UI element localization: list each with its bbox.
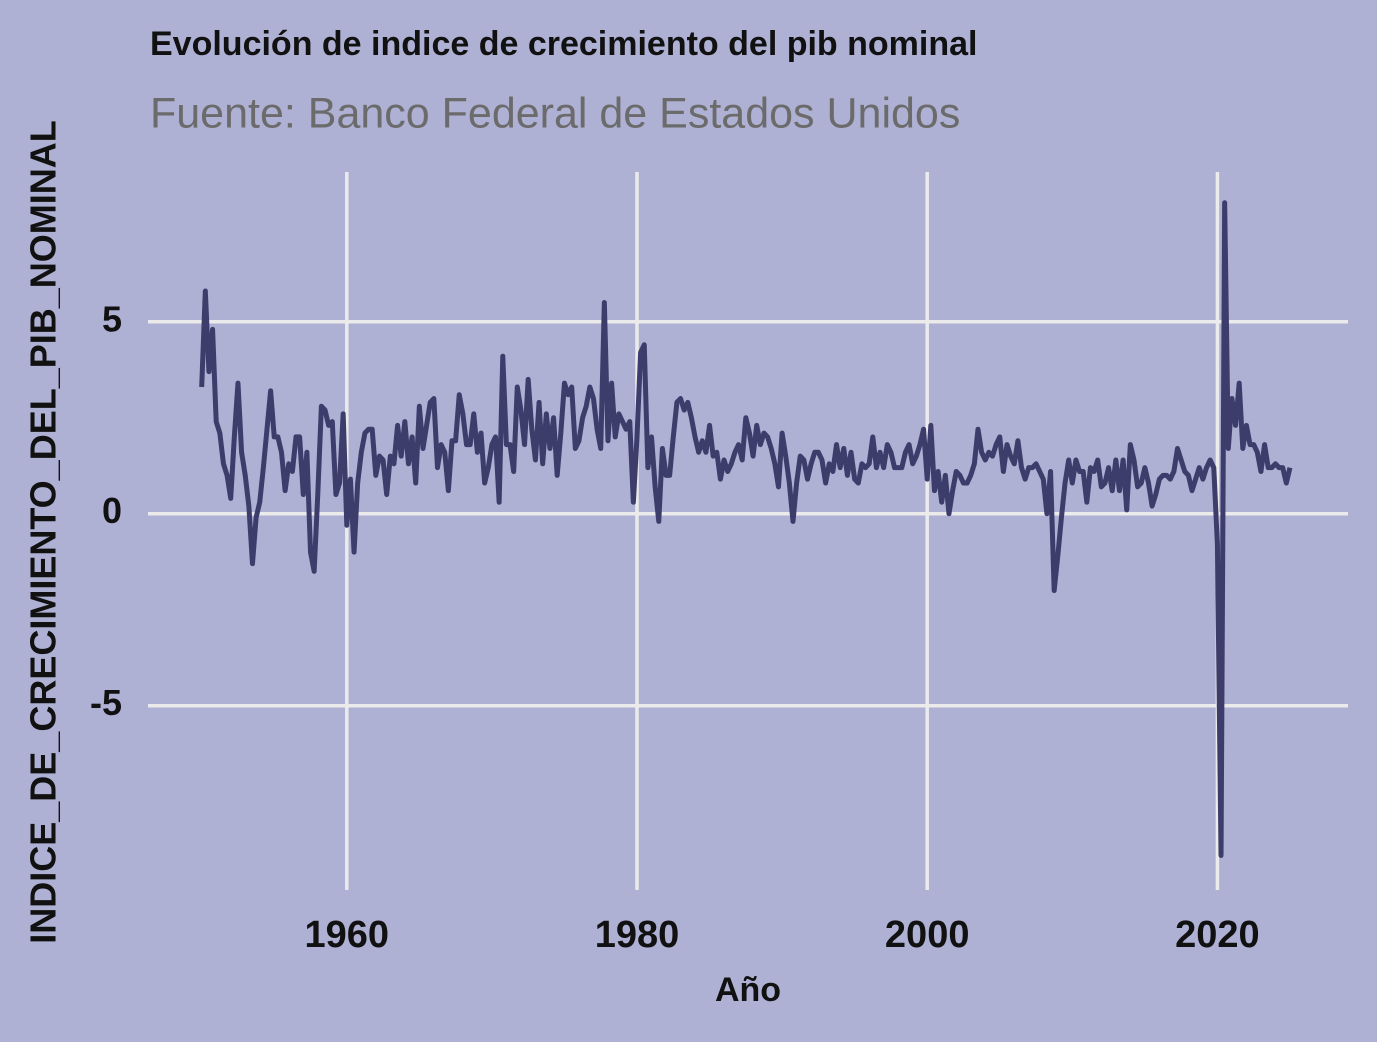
y-axis-label: INDICE_DE_CRECIMIENTO_DEL_PIB_NOMINAL xyxy=(23,120,64,943)
x-tick-label: 1980 xyxy=(595,914,680,956)
chart-subtitle: Fuente: Banco Federal de Estados Unidos xyxy=(150,89,960,137)
x-tick-label: 1960 xyxy=(305,914,390,956)
y-tick-label: -5 xyxy=(90,682,122,723)
y-tick-label: 5 xyxy=(102,298,122,339)
x-tick-label: 2000 xyxy=(885,914,970,956)
data-line xyxy=(199,200,1293,858)
x-axis-label: Año xyxy=(715,971,781,1009)
x-tick-label: 2020 xyxy=(1175,914,1260,956)
y-tick-label: 0 xyxy=(102,490,122,531)
chart-title: Evolución de indice de crecimiento del p… xyxy=(150,25,978,63)
plot-area xyxy=(199,200,1293,858)
